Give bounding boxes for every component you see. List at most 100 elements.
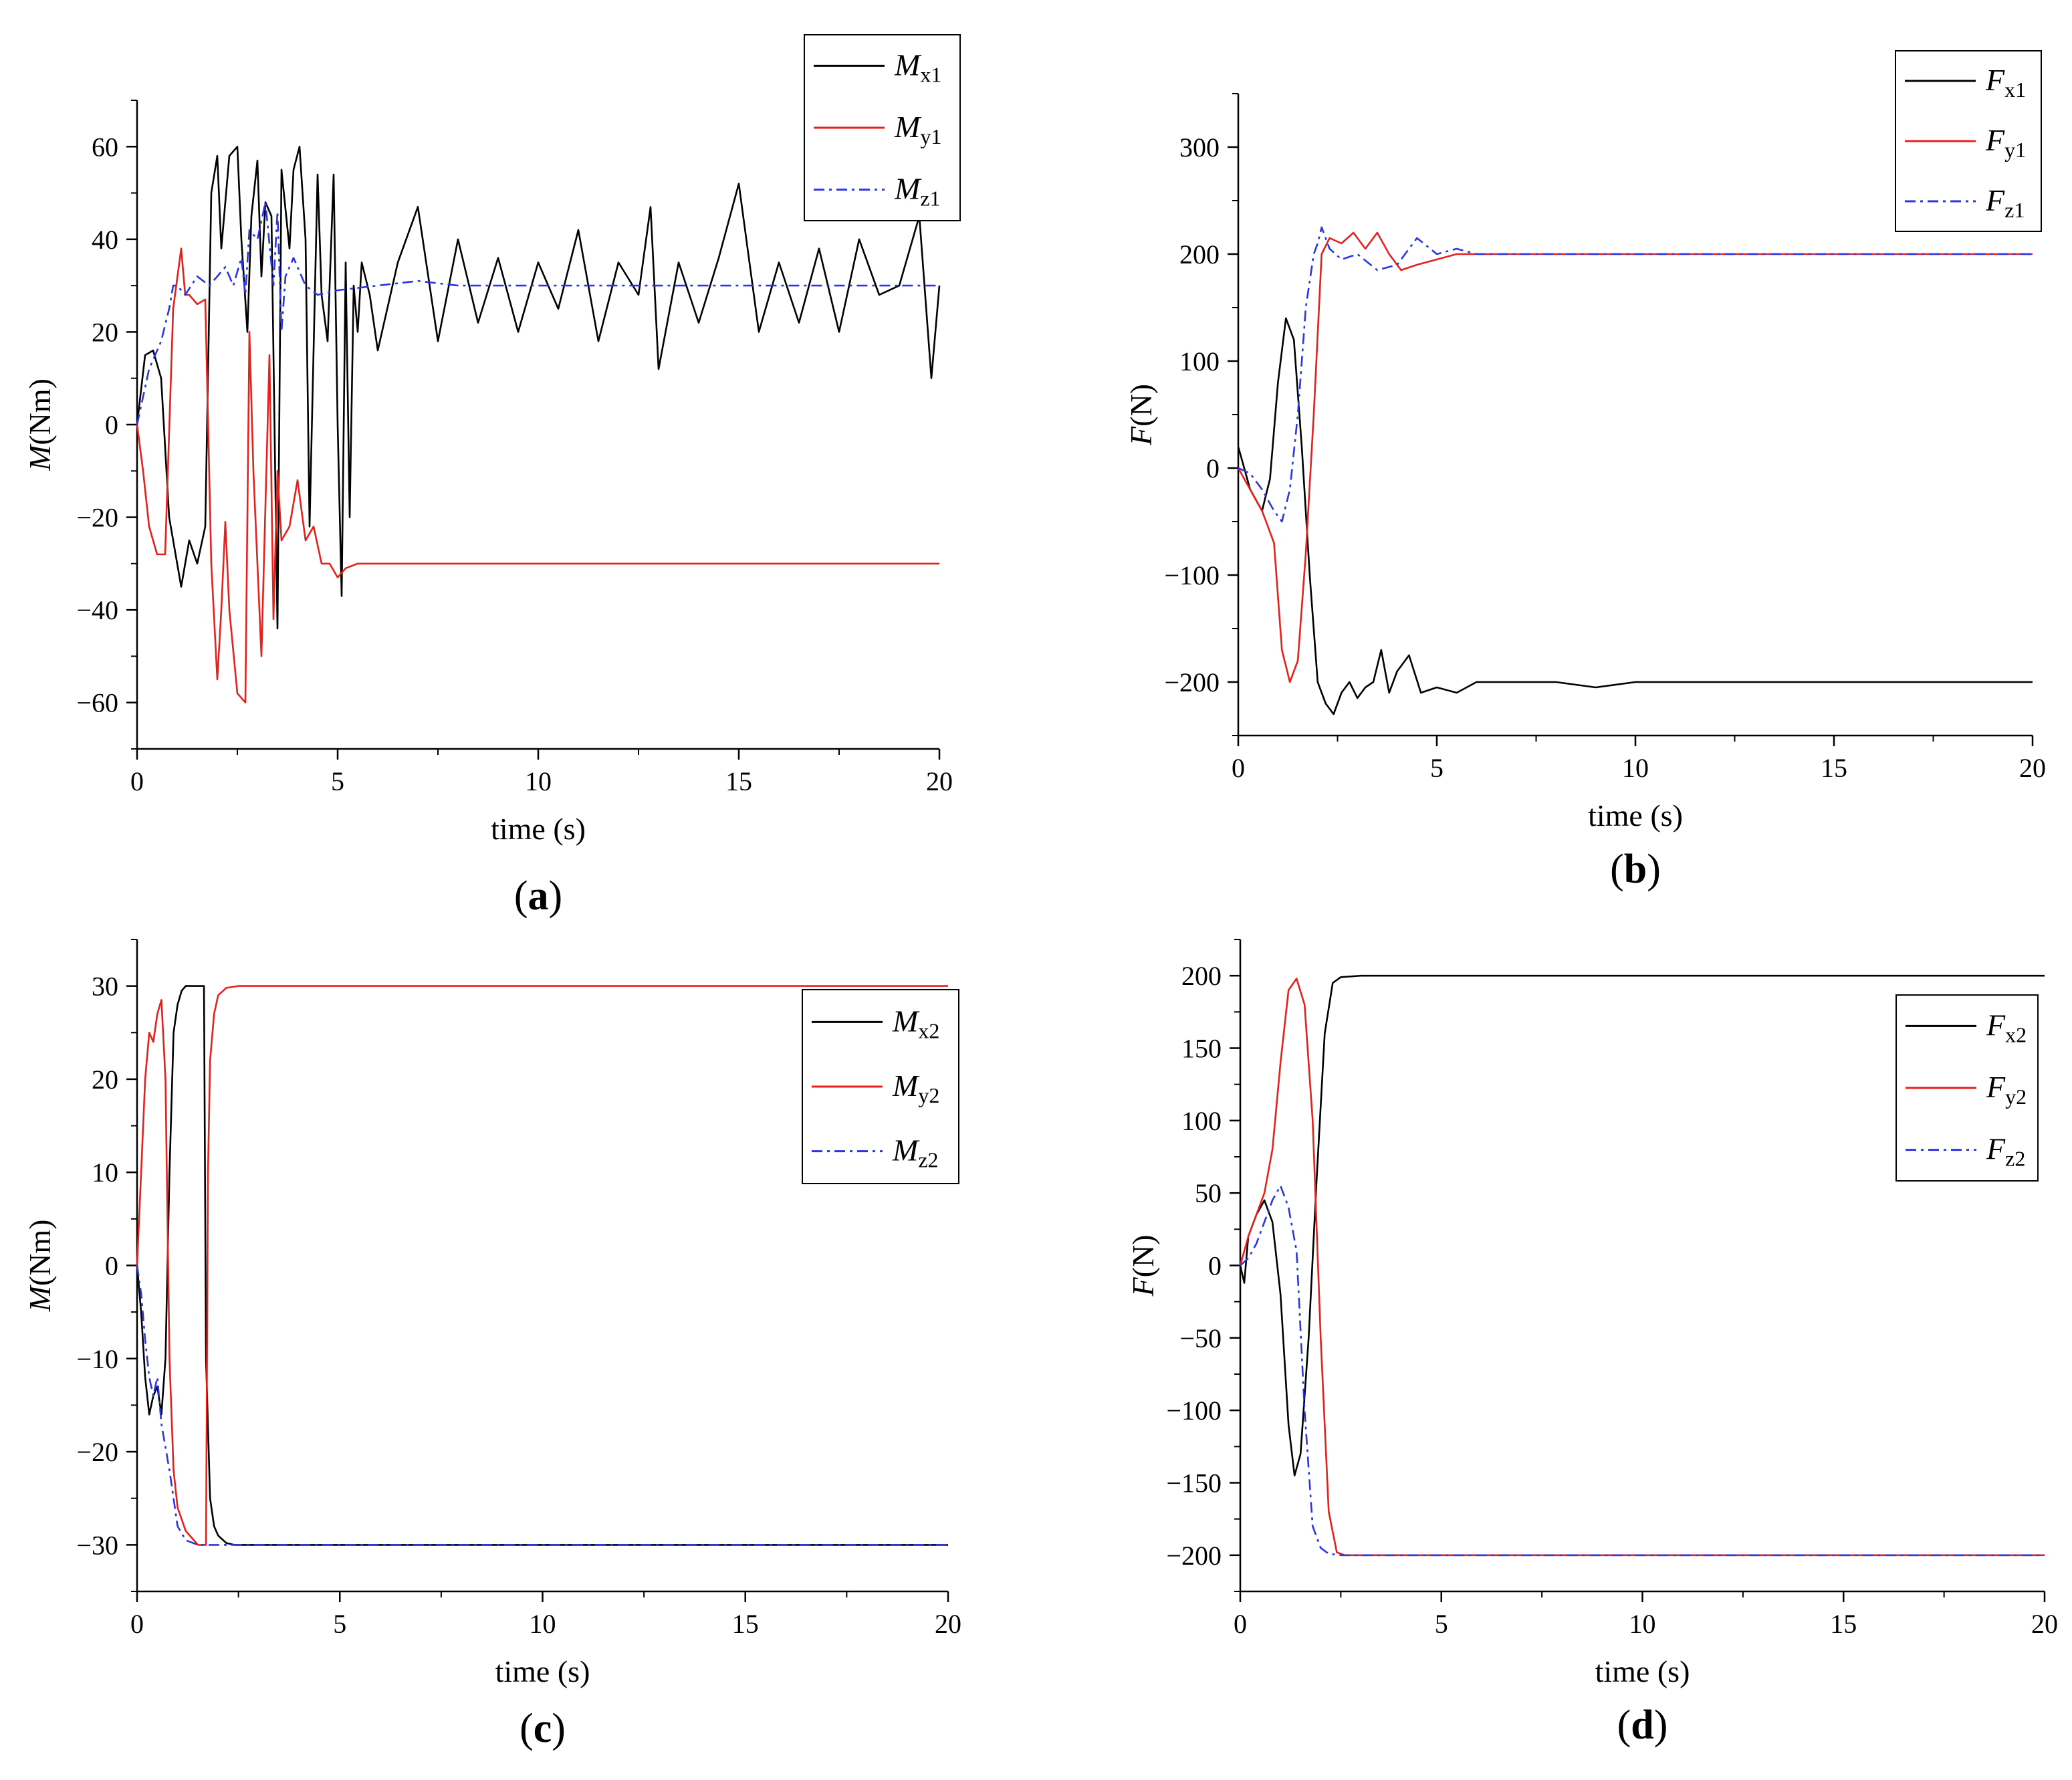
- panel-a-legend-sub: z1: [920, 187, 940, 211]
- panel-d-y-axis-title: F(N): [1126, 1235, 1160, 1297]
- panel-b-y-axis-unit: (N): [1124, 384, 1158, 427]
- panel-a-legend-sub: x1: [920, 62, 941, 86]
- panel-b-legend-var: F: [1985, 63, 2005, 97]
- panel-d-label: (d): [1617, 1702, 1668, 1748]
- panel-c-series-z2: [136, 1265, 948, 1546]
- panel-d-legend-var: F: [1986, 1070, 2006, 1104]
- panel-c-series-y2: [136, 985, 948, 1546]
- panel-d-legend-var: F: [1986, 1008, 2006, 1042]
- panel-b-label: (b): [1610, 847, 1661, 892]
- panel-c-series-x2: [136, 985, 948, 1546]
- panel-c-legend-label-y2: My2: [892, 1069, 939, 1107]
- panel-d-legend-label-z2: Fz2: [1986, 1132, 2025, 1171]
- panel-d-y-tick-label: 150: [1181, 1034, 1222, 1064]
- panel-b-x-tick-label: 15: [1821, 753, 1847, 783]
- panel-c-y-tick-label: −20: [76, 1437, 118, 1467]
- panel-a-label-letter: a: [528, 873, 549, 919]
- panel-c-x-tick-label: 10: [530, 1609, 556, 1639]
- panel-b-series-y1: [1237, 231, 2033, 683]
- panel-d: 0 5 10 15 20 −200 −150 −100 −50 0 50 100 150 200 time …: [1126, 939, 2058, 1748]
- panel-c-legend-sub: z2: [918, 1148, 938, 1172]
- panel-c-y-tick-label: 20: [92, 1065, 118, 1095]
- panel-b-legend-label-x1: Fx1: [1985, 63, 2026, 102]
- panel-b-x-tick-label: 20: [2019, 753, 2046, 783]
- panel-a-label: (a): [514, 873, 562, 919]
- panel-a-x-axis-title: time (s): [491, 812, 586, 846]
- panel-d-y-tick-label: −100: [1166, 1396, 1222, 1426]
- panel-c-label-close: ): [552, 1706, 566, 1751]
- panel-d-series-z2: [1240, 1185, 2045, 1557]
- panel-a-y-axis-title: M(Nm): [23, 378, 57, 471]
- panel-c-y-tick-label: 30: [92, 972, 118, 1002]
- panel-c-x-tick-label: 15: [732, 1609, 759, 1639]
- panel-d-x-tick-label: 10: [1629, 1609, 1656, 1639]
- panel-b-y-tick-label: 0: [1206, 453, 1220, 483]
- panel-a-legend-var: M: [894, 110, 922, 144]
- panel-b-legend-sub: z1: [2004, 198, 2025, 222]
- panel-a-y-tick-label: −40: [76, 595, 118, 625]
- panel-c-y-tick-label: −10: [76, 1344, 118, 1374]
- panel-b-y-axis-var: F: [1124, 426, 1158, 446]
- panel-b-legend-var: F: [1985, 123, 2005, 157]
- panel-d-x-tick-label: 15: [1830, 1609, 1857, 1639]
- panel-d-legend-label-x2: Fx2: [1986, 1008, 2027, 1046]
- panel-b-legend-sub: x1: [2004, 78, 2026, 102]
- panel-a-x-tick-label: 0: [130, 766, 144, 796]
- panel-c-legend-var: M: [892, 1069, 920, 1103]
- panel-a-x-tick-label: 15: [725, 766, 752, 796]
- panel-d-y-axis-unit: (N): [1126, 1235, 1160, 1278]
- panel-a-series-y1: [136, 247, 939, 703]
- panel-c-label-open: (: [520, 1706, 534, 1751]
- panel-c-label-letter: c: [534, 1706, 552, 1751]
- panel-b-label-open: (: [1610, 847, 1624, 892]
- panel-d-series-y2: [1239, 978, 2045, 1557]
- panel-b-label-letter: b: [1624, 847, 1647, 892]
- panel-a-x-tick-label: 10: [525, 766, 552, 796]
- panel-b-y-tick-label: 300: [1179, 132, 1220, 162]
- panel-a-label-open: (: [514, 873, 528, 919]
- panel-a-y-axis-var: M: [23, 443, 57, 471]
- panel-c-legend-label-z2: Mz2: [892, 1133, 939, 1172]
- panel-d-x-tick-label: 5: [1435, 1609, 1448, 1639]
- panel-c-y-axis-title: M(Nm): [23, 1220, 57, 1313]
- panel-d-legend-sub: z2: [2005, 1147, 2025, 1171]
- panel-d-y-tick-label: −50: [1179, 1323, 1222, 1353]
- panel-a-legend-var: M: [894, 47, 922, 82]
- panel-d-y-tick-label: 100: [1181, 1106, 1222, 1136]
- panel-d-y-tick-label: 0: [1208, 1251, 1222, 1281]
- panel-c-x-axis-title: time (s): [495, 1654, 590, 1688]
- panel-c-y-tick-label: 10: [92, 1157, 118, 1188]
- panel-a-y-tick-label: 40: [92, 225, 118, 255]
- panel-c-y-tick-label: 0: [105, 1251, 118, 1281]
- panel-b-series-x1: [1237, 317, 2033, 715]
- panel-a-legend-label-y1: My1: [894, 110, 941, 148]
- panel-c-legend-label-x2: Mx2: [892, 1004, 939, 1042]
- panel-a-label-close: ): [549, 873, 563, 919]
- panel-c-y-tick-label: −30: [76, 1530, 118, 1560]
- panel-d-legend-var: F: [1986, 1132, 2006, 1166]
- panel-c-legend-var: M: [892, 1133, 920, 1167]
- panel-a-legend-var: M: [894, 172, 922, 206]
- panel-b-y-tick-label: −200: [1164, 667, 1220, 697]
- panel-b-legend-var: F: [1985, 183, 2005, 217]
- panel-d-label-open: (: [1617, 1702, 1631, 1748]
- panel-b-x-tick-label: 0: [1232, 753, 1245, 783]
- panel-a-series-z1: [136, 201, 939, 425]
- panel-d-x-axis-title: time (s): [1595, 1654, 1690, 1688]
- panel-d-label-close: ): [1654, 1702, 1668, 1748]
- panel-d-y-tick-label: 50: [1195, 1178, 1222, 1208]
- panel-b-legend-label-z1: Fz1: [1985, 183, 2025, 222]
- panel-d-legend-label-y2: Fy2: [1986, 1070, 2027, 1109]
- panel-a-y-tick-label: −20: [76, 503, 118, 533]
- panel-a-y-tick-label: −60: [76, 688, 118, 718]
- panel-d-legend-sub: y2: [2005, 1085, 2027, 1109]
- panel-a-y-tick-label: 0: [105, 410, 118, 440]
- panel-b-y-tick-label: −100: [1164, 560, 1220, 590]
- panel-b-y-axis-title: F(N): [1124, 384, 1158, 446]
